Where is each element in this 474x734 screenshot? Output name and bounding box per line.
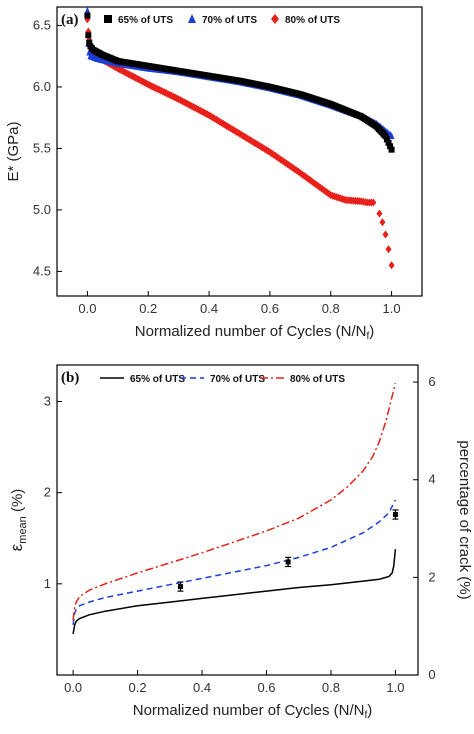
series-line-1 [72,499,397,625]
error-bar [285,556,292,568]
data-point [388,261,395,270]
error-bar [392,509,399,520]
data-point [379,218,386,227]
y-tick-label: 5.0 [33,202,51,217]
y-tick-label: 6.0 [33,79,51,94]
x-tick-label: 0.8 [322,680,340,695]
x-tick-label: 1.0 [383,301,401,316]
x-tick-label: 0.4 [200,301,218,316]
x-axis-title-sub: f [366,331,369,342]
legend-marker [271,14,279,24]
data-point [387,143,394,150]
x-tick-label: 0.4 [193,680,211,695]
legend-label: 80% of UTS [285,15,340,26]
panel-label: (b) [61,370,79,386]
x-tick-label: 0.0 [64,680,82,695]
y-tick-label: 3 [44,393,51,408]
y-tick-label: 4.5 [33,263,51,278]
y-axis-title-sub: mean [17,516,29,544]
data-point [388,146,395,153]
legend-label: 65% of UTS [130,374,185,385]
y-axis-title: εmean (%) [7,489,29,552]
x-tick-label: 0.8 [322,301,340,316]
x-axis-title-sub: f [364,710,367,721]
data-point [370,198,377,207]
error-bar-marker [177,584,183,590]
data-point [388,132,395,140]
legend-marker [104,15,112,23]
x-axis-title: Normalized number of Cycles (N/Nf) [133,702,373,721]
x-axis-title-end: ) [369,323,374,340]
x-tick-label: 0.2 [139,301,157,316]
series-0 [84,12,395,153]
legend-label: 65% of UTS [118,15,173,26]
error-bar-marker [392,512,398,518]
data-point [376,209,383,218]
y2-tick-label: 2 [428,569,435,584]
data-point [385,139,392,146]
y-axis-title-unit: (%) [9,489,26,517]
y2-axis-title: percentage of crack (%) [456,440,473,599]
x-axis-title: Normalized number of Cycles (N/Nf) [135,323,375,342]
y2-tick-label: 0 [428,667,435,682]
data-point [382,230,389,239]
data-point [84,12,91,19]
y-axis-title: E* (GPa) [5,121,22,181]
legend-label: 70% of UTS [210,374,265,385]
y-axis-title-symbol: ε [7,543,26,551]
y-tick-label: 2 [44,485,51,500]
legend-label: 80% of UTS [290,374,345,385]
x-axis-title-main: Normalized number of Cycles (N/N [135,323,367,340]
x-axis-title-end: ) [367,702,372,719]
error-bar [177,581,184,592]
legend-marker [188,14,196,23]
y2-tick-label: 6 [428,374,435,389]
data-point [384,136,391,143]
series-line-0 [72,549,397,635]
y-tick-label: 6.5 [33,17,51,32]
x-tick-label: 0.6 [261,301,279,316]
panel-label: (a) [61,12,79,28]
series-2 [84,15,395,270]
y2-tick-label: 4 [428,472,435,487]
error-bar-marker [285,559,291,565]
x-tick-label: 1.0 [386,680,404,695]
y-tick-label: 1 [44,576,51,591]
chart-panel-b: 0.0 0.2 0.4 0.6 0.8 1.0 1 2 3 (b) Normalized numbe… [7,364,473,721]
data-point [382,133,389,140]
plot-frame [56,6,423,297]
data-point [85,32,92,39]
x-tick-label: 0.0 [78,301,96,316]
data-point [86,39,93,46]
x-axis-title-main: Normalized number of Cycles (N/N [133,702,365,719]
x-tick-label: 0.6 [257,680,275,695]
plot-frame [56,364,419,676]
legend-label: 70% of UTS [202,15,257,26]
data-point [84,6,91,14]
data-point [385,245,392,254]
y-tick-label: 5.5 [33,140,51,155]
x-tick-label: 0.2 [129,680,147,695]
series-line-2 [72,383,397,621]
chart-panel-a: 0.0 0.2 0.4 0.6 0.8 1.0 4.5 5.0 5.5 6.0 6.5 (a) Norm… [5,6,423,342]
